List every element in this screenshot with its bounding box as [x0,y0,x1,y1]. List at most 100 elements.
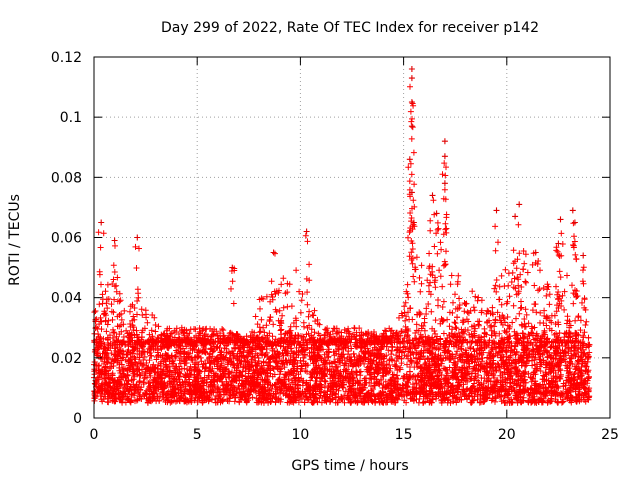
data-point [253,366,260,373]
data-point [281,347,288,354]
data-point [197,375,204,382]
data-point [237,348,244,355]
data-point [526,393,533,399]
data-point [91,395,98,402]
data-point [199,363,206,370]
data-point [495,349,502,356]
data-point [544,399,551,406]
data-point [91,359,98,365]
data-point [583,363,590,370]
data-point [229,348,236,355]
data-point [213,392,220,399]
data-point [517,394,524,401]
data-point [278,365,285,372]
data-point [140,362,147,369]
data-point [345,362,352,369]
data-point [331,352,338,359]
data-point [379,385,386,391]
data-point [258,398,265,405]
data-point [471,348,478,355]
data-point [383,361,390,368]
data-point [536,356,543,363]
data-point [440,355,447,362]
data-point [494,360,501,367]
data-point [451,364,458,371]
data-point [565,370,572,377]
data-point [236,385,243,392]
data-point [455,367,462,374]
data-point [488,397,495,404]
data-point [585,396,592,403]
data-point [460,381,467,388]
data-point [518,399,525,406]
data-point [307,370,314,377]
data-point [141,348,148,355]
data-point [357,396,364,402]
data-point [586,349,593,356]
data-point [424,355,431,362]
data-point [547,384,554,391]
data-point [172,353,179,360]
data-point [521,369,528,376]
data-point [361,392,368,399]
data-point [398,349,405,356]
data-point [345,348,352,355]
data-point [279,360,286,367]
data-point [415,350,422,357]
data-point [165,388,172,395]
data-point [581,350,588,357]
data-point [533,365,540,372]
data-point [517,373,524,380]
data-point [141,375,148,382]
data-point [343,360,350,367]
data-point [232,345,239,352]
data-point [116,392,123,398]
data-point [303,393,310,400]
data-point [479,355,486,362]
data-point [341,399,348,406]
data-point [454,348,461,355]
data-point [407,373,414,380]
data-point [307,377,314,384]
data-point [501,363,508,370]
data-point [249,394,256,401]
data-point [181,365,188,372]
data-point [539,381,546,388]
data-point [332,364,339,371]
data-point [567,358,574,365]
data-point [324,354,331,361]
data-point [336,358,343,365]
data-point [298,396,305,403]
data-point [514,399,521,406]
data-point [362,348,369,355]
data-point [129,350,136,357]
data-point [444,366,451,373]
data-point [497,348,504,355]
data-point [254,352,261,359]
data-point [410,351,417,358]
data-point [567,354,574,361]
data-point [522,379,529,386]
data-point [403,353,410,360]
data-point [196,368,203,375]
data-point [513,382,520,389]
data-point [219,382,226,389]
data-point [190,343,197,350]
data-point [111,392,117,398]
data-point [331,372,338,379]
data-point [138,384,145,391]
data-point [409,381,416,388]
data-point [287,384,294,391]
data-point [520,394,527,401]
data-point [453,399,460,406]
data-point [281,364,288,371]
data-point [537,356,544,363]
data-point [150,346,157,353]
data-point [242,368,249,374]
data-point [401,391,408,398]
data-point [404,361,410,368]
data-points [91,66,593,406]
data-point [284,399,291,406]
